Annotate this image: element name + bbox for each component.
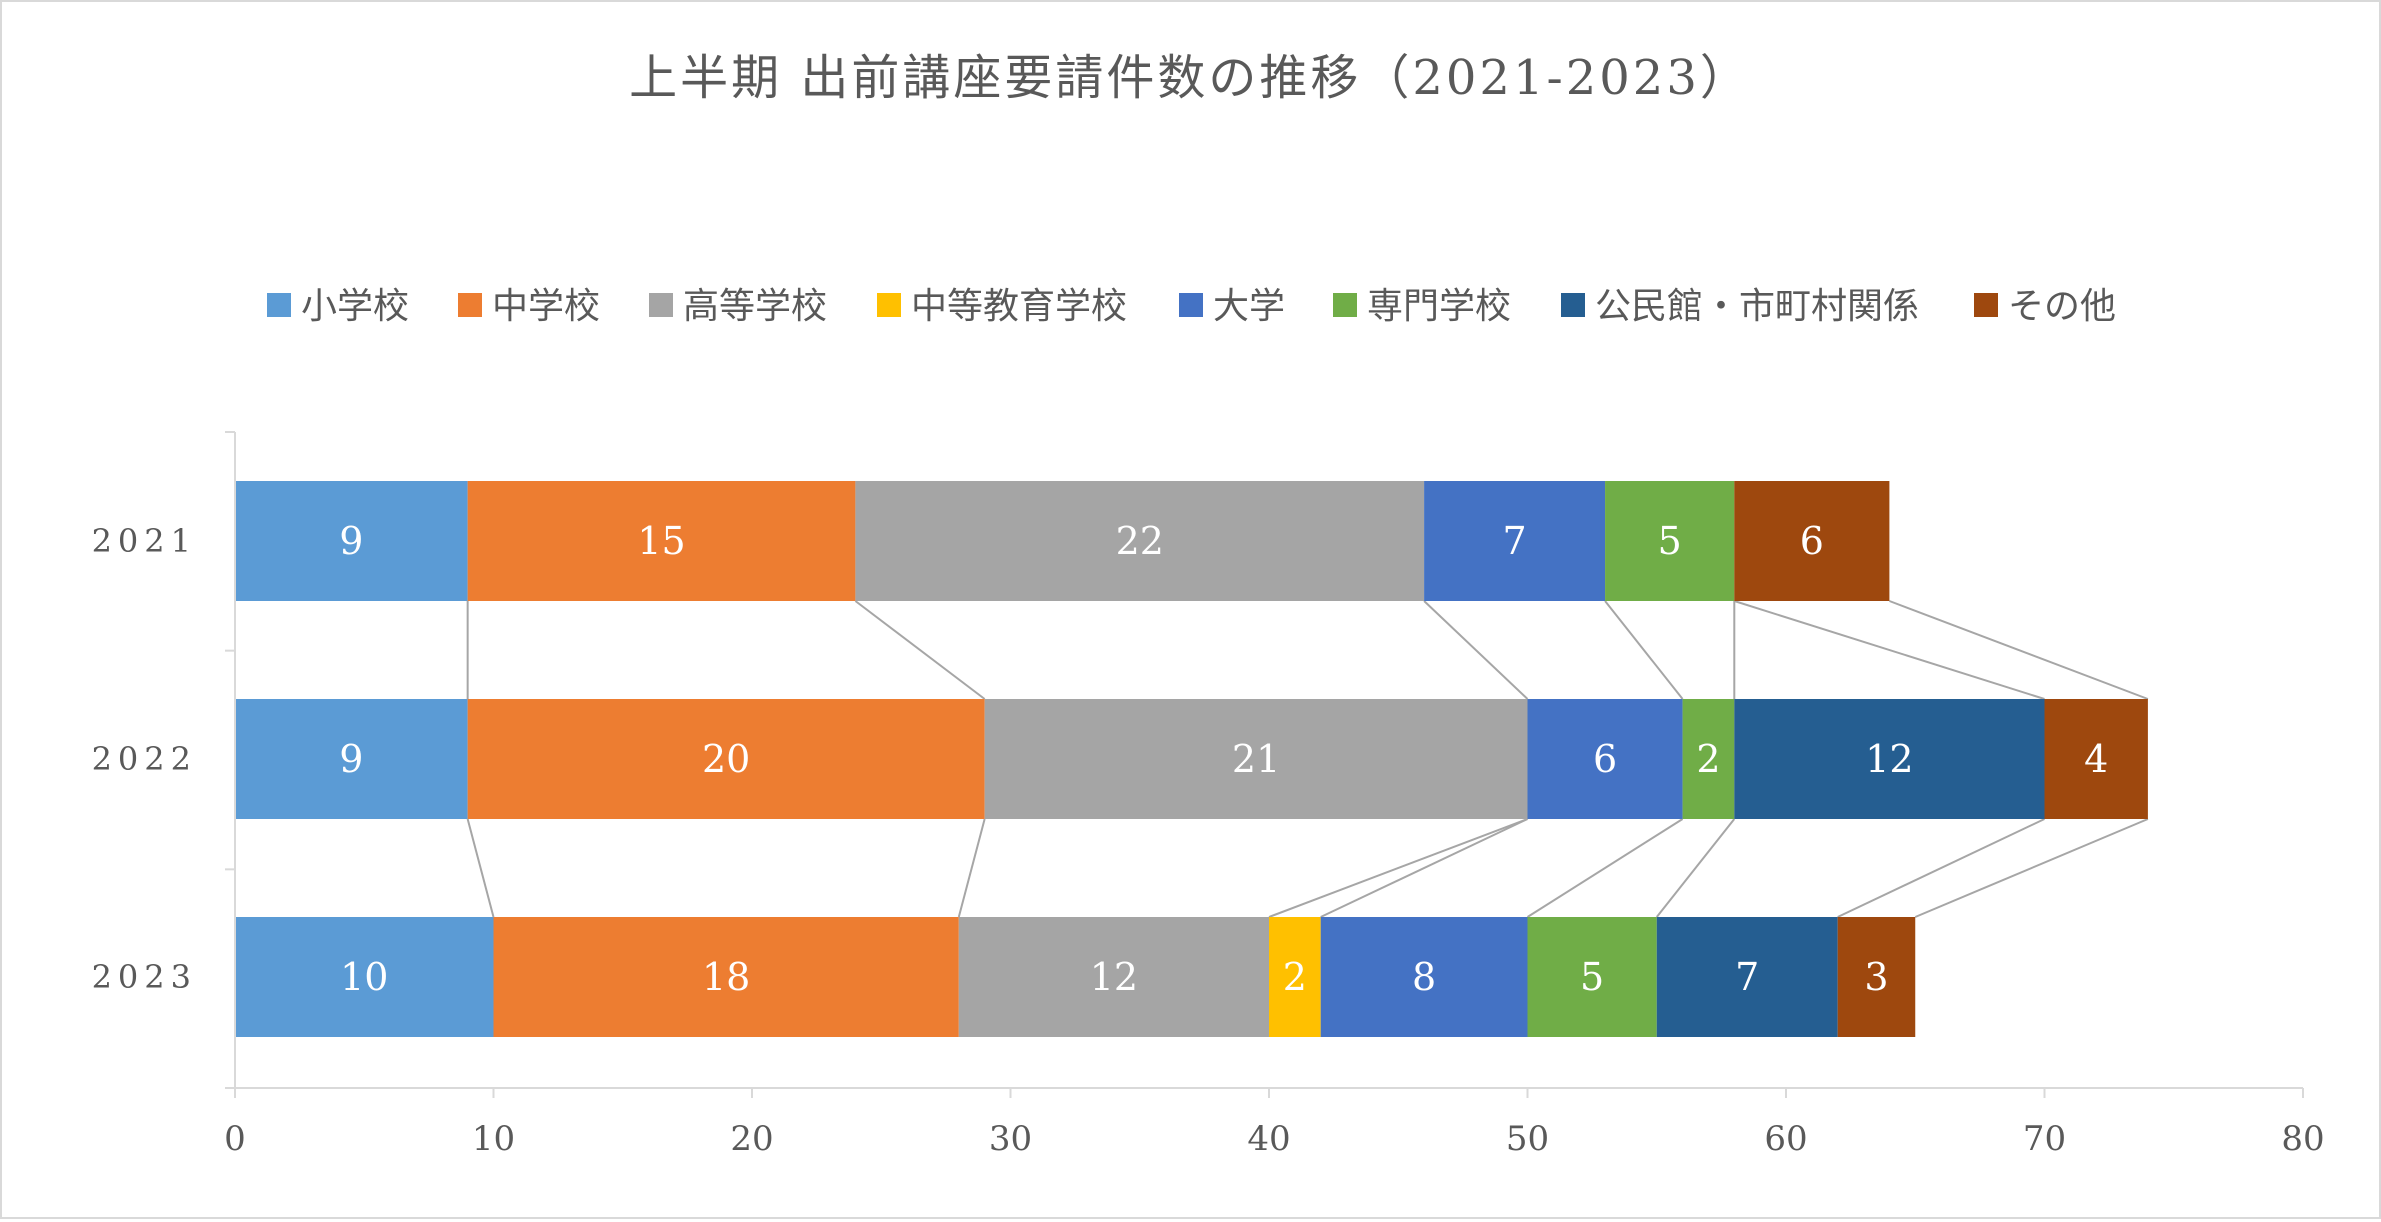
series-line <box>1837 818 2045 918</box>
legend: 小学校 中学校 高等学校 中等教育学校 大学 専門学校 公民館・市町村関係 その他 <box>267 286 2116 327</box>
data-label: 5 <box>1658 519 1682 563</box>
series-line <box>854 600 986 700</box>
bar-segment <box>467 481 856 601</box>
bar-segment <box>467 699 985 819</box>
data-label: 7 <box>1502 519 1526 563</box>
data-label: 6 <box>1593 737 1617 781</box>
bar-segment <box>1682 699 1735 819</box>
bar-segment <box>1527 699 1683 819</box>
legend-label: 大学 <box>1213 286 1285 327</box>
x-tick-label: 30 <box>989 1119 1032 1159</box>
bar-segment <box>1734 481 1890 601</box>
series-line <box>1320 818 1528 918</box>
bar-segment <box>1837 917 1916 1037</box>
legend-label: 中等教育学校 <box>911 286 1127 327</box>
series-line <box>1655 818 1736 918</box>
bars: 9 15 22 7 5 6 9 20 21 6 2 12 4 10 18 12 2 8 5 7 3 <box>235 481 2148 1037</box>
bar-segment <box>1424 481 1606 601</box>
legend-swatch <box>1974 293 1998 317</box>
series-lines <box>466 600 2149 918</box>
series-line <box>466 818 495 918</box>
bar-segment <box>1269 917 1321 1037</box>
legend-label: 専門学校 <box>1367 286 1511 327</box>
legend-swatch <box>458 293 482 317</box>
x-tick-label: 0 <box>224 1119 246 1159</box>
series-line <box>1733 600 2045 700</box>
data-label: 3 <box>1864 955 1888 999</box>
legend-swatch <box>1561 293 1585 317</box>
series-line <box>1268 818 1528 918</box>
legend-label: 高等学校 <box>683 286 827 327</box>
data-label: 4 <box>2084 737 2108 781</box>
data-label: 12 <box>1865 737 1913 781</box>
bar-segment <box>235 481 468 601</box>
data-label: 20 <box>702 737 750 781</box>
series-line <box>1914 818 2149 918</box>
bar-segment <box>235 917 494 1037</box>
x-tick-label: 60 <box>1764 1119 1807 1159</box>
bar-segment <box>1605 481 1735 601</box>
bar-segment <box>235 699 468 819</box>
data-label: 5 <box>1580 955 1604 999</box>
legend-label: その他 <box>2008 286 2116 327</box>
x-tick-label: 20 <box>730 1119 773 1159</box>
category-label: 2023 <box>92 958 197 996</box>
bar-segment <box>1527 917 1657 1037</box>
data-label: 12 <box>1090 955 1138 999</box>
category-label: 2022 <box>92 740 197 778</box>
x-tick-label: 40 <box>1247 1119 1290 1159</box>
data-label: 9 <box>339 737 363 781</box>
chart-title: 上半期 出前講座要請件数の推移（2021-2023） <box>629 50 1751 106</box>
data-label: 7 <box>1735 955 1759 999</box>
bar-segment <box>1320 917 1528 1037</box>
data-label: 2 <box>1696 737 1720 781</box>
x-tick-label: 50 <box>1506 1119 1549 1159</box>
legend-label: 公民館・市町村関係 <box>1595 286 1919 327</box>
legend-swatch <box>877 293 901 317</box>
data-label: 2 <box>1283 955 1307 999</box>
x-tick-label: 10 <box>472 1119 515 1159</box>
data-label: 10 <box>340 955 388 999</box>
data-label: 18 <box>702 955 750 999</box>
x-tick-label: 70 <box>2023 1119 2066 1159</box>
data-label: 6 <box>1800 519 1824 563</box>
bar-segment <box>984 699 1528 819</box>
data-label: 22 <box>1116 519 1164 563</box>
legend-label: 中学校 <box>492 286 600 327</box>
data-label: 15 <box>637 519 685 563</box>
series-line <box>1423 600 1529 700</box>
data-label: 21 <box>1232 737 1280 781</box>
series-line <box>957 818 986 918</box>
series-line <box>1526 818 1684 918</box>
x-tick-label: 80 <box>2281 1119 2324 1159</box>
bar-segment <box>1734 699 2045 819</box>
legend-swatch <box>649 293 673 317</box>
legend-swatch <box>1179 293 1203 317</box>
legend-swatch <box>267 293 291 317</box>
bar-segment <box>958 917 1269 1037</box>
bar-segment <box>1656 917 1838 1037</box>
series-line <box>1889 600 2149 700</box>
legend-label: 小学校 <box>301 286 409 327</box>
bar-segment <box>2044 699 2148 819</box>
series-line <box>1604 600 1684 700</box>
category-label: 2021 <box>92 522 197 560</box>
bar-segment <box>493 917 959 1037</box>
data-label: 8 <box>1412 955 1436 999</box>
bar-segment <box>855 481 1425 601</box>
data-label: 9 <box>339 519 363 563</box>
legend-swatch <box>1333 293 1357 317</box>
